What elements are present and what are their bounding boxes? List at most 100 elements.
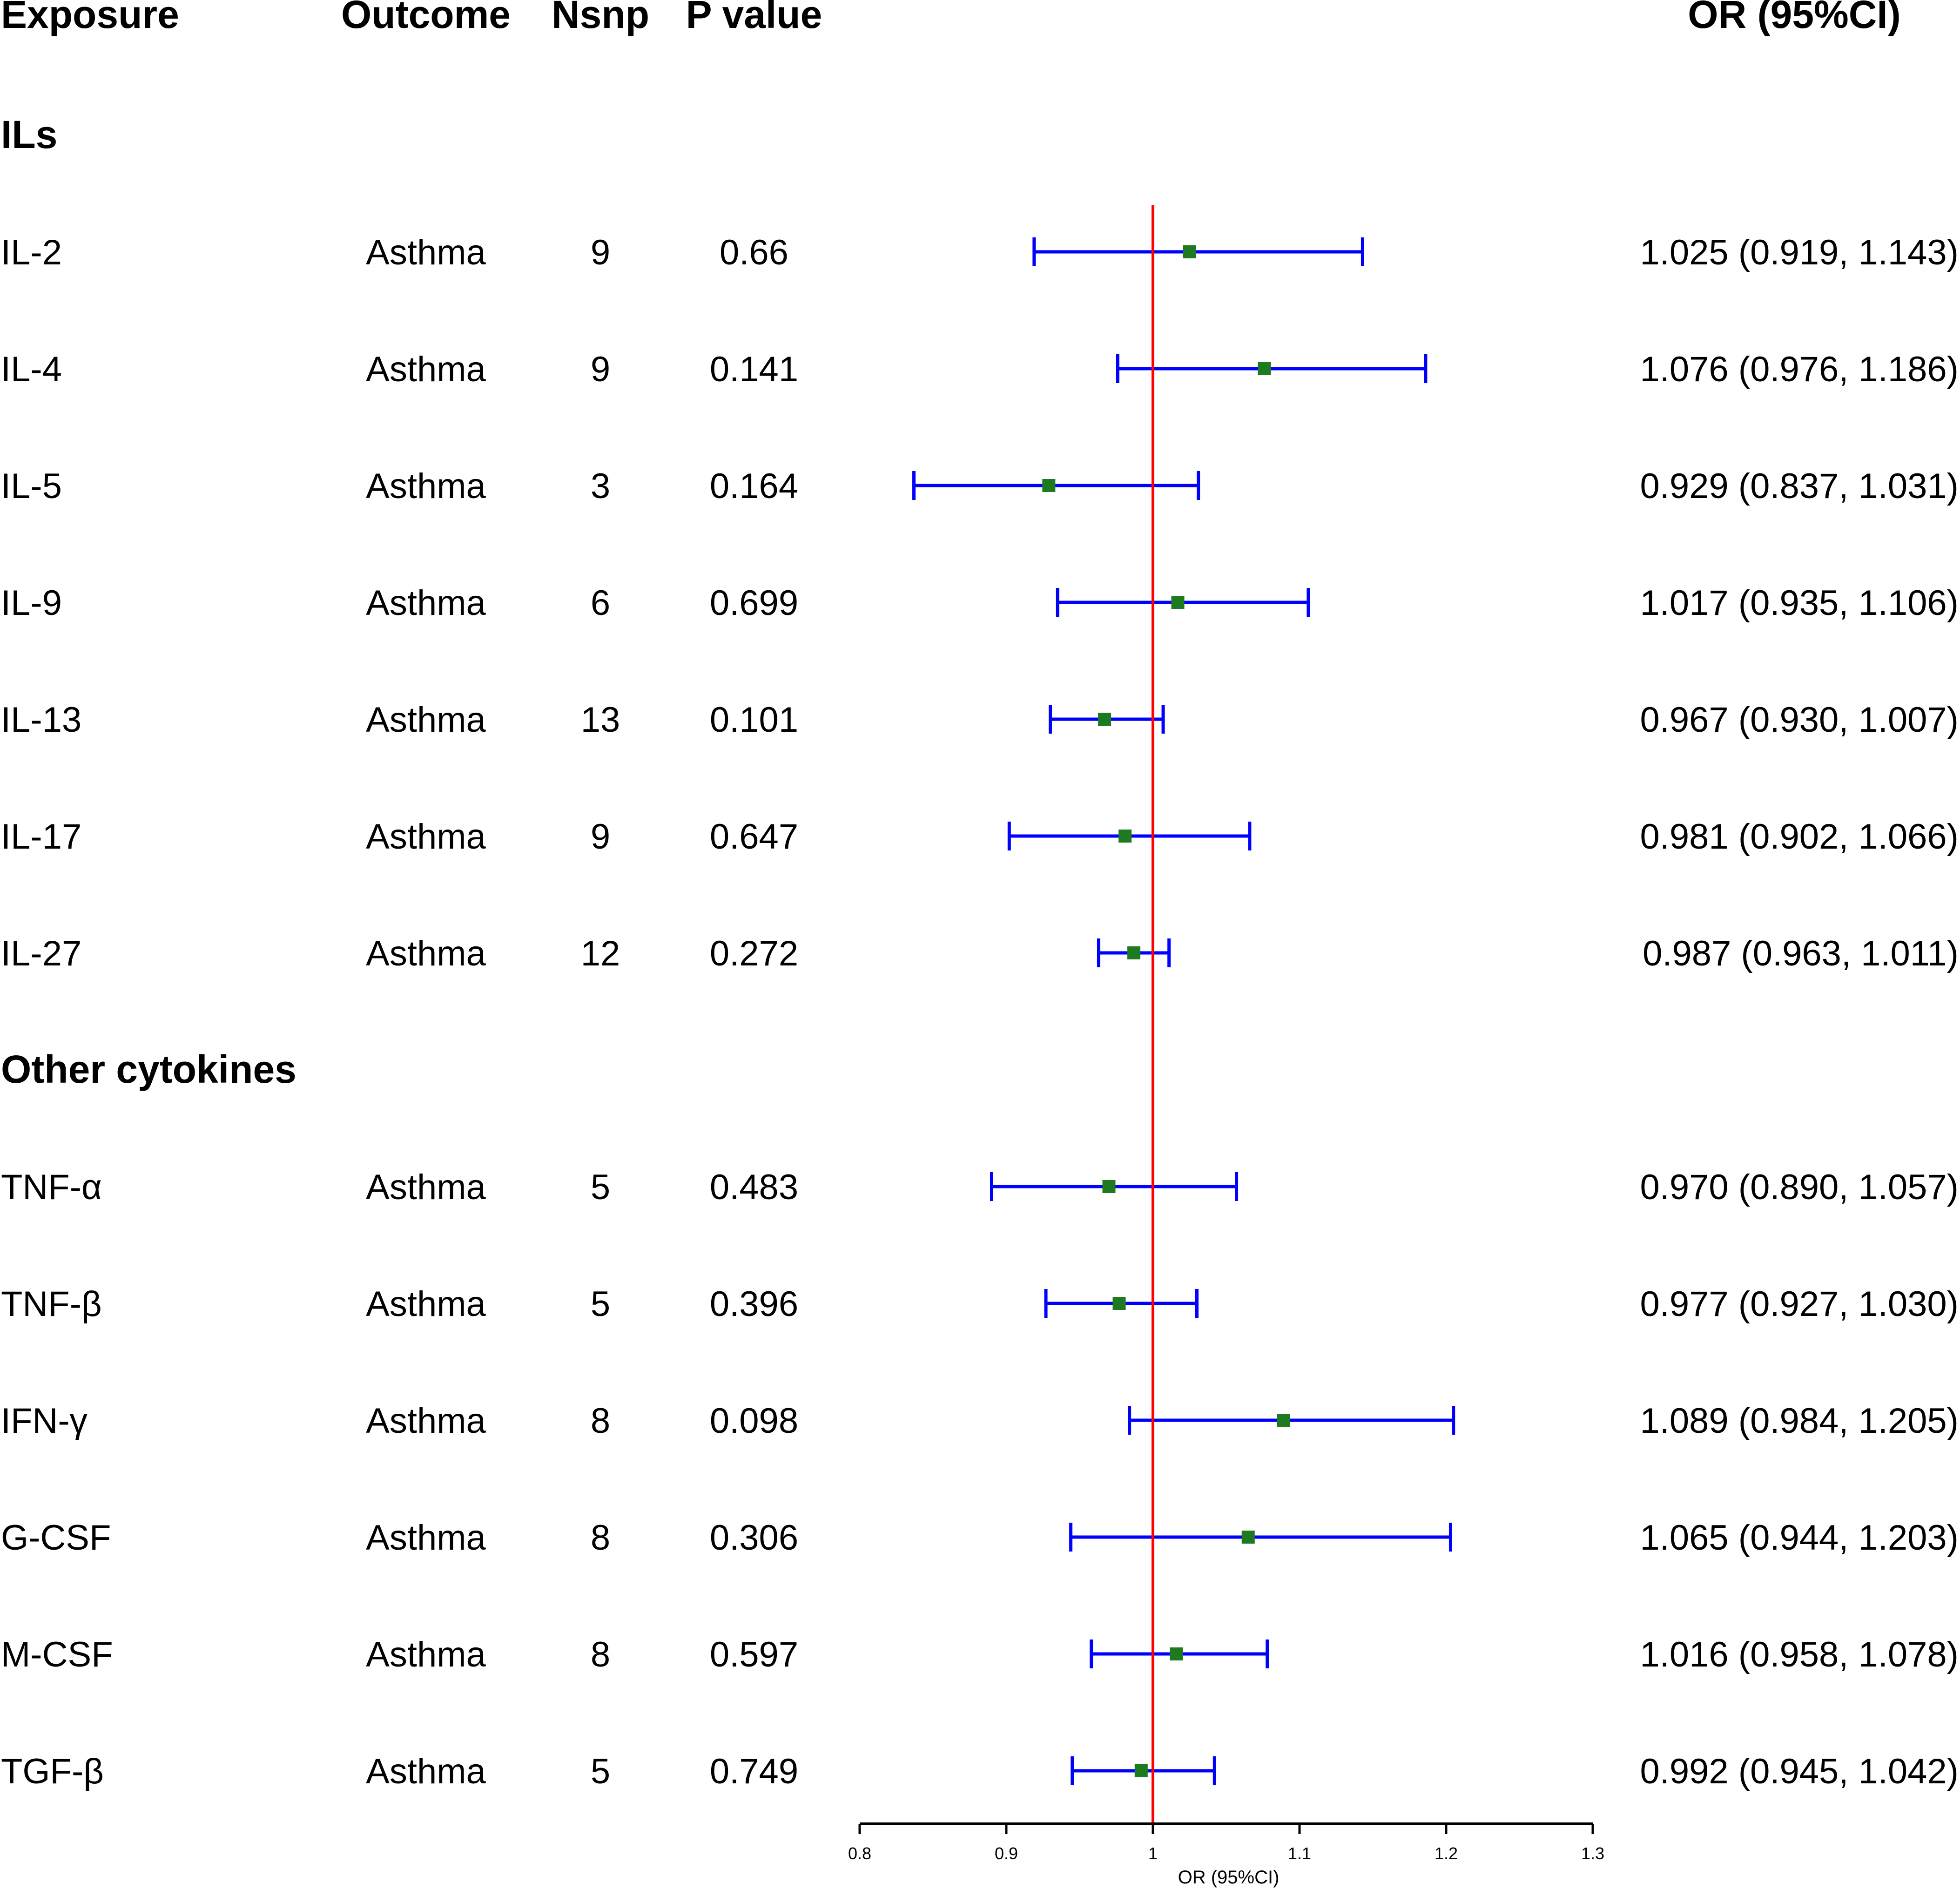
nsnp-value: 8 <box>591 1518 610 1558</box>
outcome-label: Asthma <box>366 817 486 857</box>
exposure-label: TNF-α <box>1 1167 102 1207</box>
or-point <box>1183 245 1196 258</box>
or-point <box>1241 1531 1255 1544</box>
p-value: 0.66 <box>720 233 788 272</box>
or-ci-label: 0.977 (0.927, 1.030) <box>1640 1284 1959 1324</box>
header-or-ci: OR (95%CI) <box>1688 0 1900 36</box>
header-pvalue: P value <box>686 0 822 36</box>
or-point <box>1277 1414 1290 1427</box>
or-point <box>1258 362 1271 375</box>
or-ci-label: 0.929 (0.837, 1.031) <box>1640 466 1959 506</box>
exposure-label: G-CSF <box>1 1518 111 1558</box>
exposure-label: TNF-β <box>1 1284 102 1324</box>
p-value: 0.749 <box>710 1752 798 1791</box>
exposure-label: IFN-γ <box>1 1401 88 1441</box>
p-value: 0.164 <box>710 466 798 506</box>
outcome-label: Asthma <box>366 1401 486 1441</box>
or-point <box>1118 830 1132 843</box>
header-outcome: Outcome <box>341 0 511 36</box>
outcome-label: Asthma <box>366 466 486 506</box>
exposure-label: IL-9 <box>1 583 62 623</box>
or-point <box>1098 713 1111 726</box>
or-ci-label: 1.065 (0.944, 1.203) <box>1640 1518 1959 1558</box>
exposure-label: IL-4 <box>1 350 62 389</box>
header-nsnp: Nsnp <box>552 0 649 36</box>
exposure-label: IL-27 <box>1 934 81 973</box>
x-tick-label: 1.3 <box>1581 1844 1604 1863</box>
p-value: 0.647 <box>710 817 798 857</box>
nsnp-value: 6 <box>591 583 610 623</box>
or-ci-label: 0.970 (0.890, 1.057) <box>1640 1167 1959 1207</box>
outcome-label: Asthma <box>366 233 486 272</box>
forest-row: IL-5 Asthma 3 0.164 0.929 (0.837, 1.031) <box>1 466 1959 506</box>
or-ci-label: 0.967 (0.930, 1.007) <box>1640 700 1959 740</box>
forest-row: IL-9 Asthma 6 0.699 1.017 (0.935, 1.106) <box>1 583 1959 623</box>
forest-row: IL-2 Asthma 9 0.66 1.025 (0.919, 1.143) <box>1 233 1959 272</box>
p-value: 0.483 <box>710 1167 798 1207</box>
forest-row: IL-17 Asthma 9 0.647 0.981 (0.902, 1.066) <box>1 817 1959 857</box>
nsnp-value: 5 <box>591 1752 610 1791</box>
or-point <box>1134 1764 1148 1777</box>
or-point <box>1102 1180 1116 1193</box>
group-title: ILs <box>1 113 57 156</box>
nsnp-value: 9 <box>591 817 610 857</box>
forest-row: IL-4 Asthma 9 0.141 1.076 (0.976, 1.186) <box>1 350 1959 389</box>
or-ci-label: 0.987 (0.963, 1.011) <box>1643 934 1959 973</box>
header-row: Exposure Outcome Nsnp P value OR (95%CI) <box>1 0 1901 36</box>
forest-row: TNF-β Asthma 5 0.396 0.977 (0.927, 1.030) <box>1 1284 1959 1324</box>
p-value: 0.306 <box>710 1518 798 1558</box>
p-value: 0.141 <box>710 350 798 389</box>
exposure-label: IL-2 <box>1 233 62 272</box>
forest-row: IL-13 Asthma 13 0.101 0.967 (0.930, 1.007) <box>1 700 1959 740</box>
nsnp-value: 3 <box>591 466 610 506</box>
outcome-label: Asthma <box>366 1635 486 1674</box>
exposure-label: IL-17 <box>1 817 81 857</box>
group-title: Other cytokines <box>1 1047 296 1091</box>
outcome-label: Asthma <box>366 1284 486 1324</box>
p-value: 0.098 <box>710 1401 798 1441</box>
or-ci-label: 1.016 (0.958, 1.078) <box>1640 1635 1959 1674</box>
forest-row: M-CSF Asthma 8 0.597 1.016 (0.958, 1.078) <box>1 1635 1959 1674</box>
p-value: 0.101 <box>710 700 798 740</box>
p-value: 0.597 <box>710 1635 798 1674</box>
outcome-label: Asthma <box>366 700 486 740</box>
nsnp-value: 12 <box>581 934 620 973</box>
nsnp-value: 9 <box>591 350 610 389</box>
or-ci-label: 1.025 (0.919, 1.143) <box>1640 233 1959 272</box>
nsnp-value: 5 <box>591 1167 610 1207</box>
p-value: 0.699 <box>710 583 798 623</box>
nsnp-value: 9 <box>591 233 610 272</box>
outcome-label: Asthma <box>366 350 486 389</box>
outcome-label: Asthma <box>366 934 486 973</box>
exposure-label: M-CSF <box>1 1635 113 1674</box>
outcome-label: Asthma <box>366 1752 486 1791</box>
or-ci-label: 0.992 (0.945, 1.042) <box>1640 1752 1959 1791</box>
x-tick-label: 1 <box>1148 1844 1158 1863</box>
outcome-label: Asthma <box>366 1518 486 1558</box>
header-exposure: Exposure <box>1 0 179 36</box>
or-ci-label: 0.981 (0.902, 1.066) <box>1640 817 1959 857</box>
or-ci-label: 1.089 (0.984, 1.205) <box>1640 1401 1959 1441</box>
nsnp-value: 13 <box>581 700 620 740</box>
exposure-label: IL-5 <box>1 466 62 506</box>
nsnp-value: 5 <box>591 1284 610 1324</box>
forest-row: G-CSF Asthma 8 0.306 1.065 (0.944, 1.203) <box>1 1518 1959 1558</box>
or-point <box>1042 479 1056 492</box>
or-point <box>1112 1297 1126 1310</box>
x-axis: 0.8 0.9 1 1.1 1.2 1.3 OR (95%CI) <box>848 1822 1604 1888</box>
nsnp-value: 8 <box>591 1635 610 1674</box>
x-tick-label: 1.2 <box>1435 1844 1458 1863</box>
or-point <box>1127 946 1141 959</box>
x-tick-label: 0.8 <box>848 1844 871 1863</box>
or-point <box>1170 1647 1183 1660</box>
outcome-label: Asthma <box>366 583 486 623</box>
x-tick-label: 0.9 <box>995 1844 1018 1863</box>
or-point <box>1171 596 1185 609</box>
forest-row: IFN-γ Asthma 8 0.098 1.089 (0.984, 1.205) <box>1 1401 1959 1441</box>
exposure-label: IL-13 <box>1 700 81 740</box>
marks-layer <box>912 205 1455 1824</box>
nsnp-value: 8 <box>591 1401 610 1441</box>
forest-row: TNF-α Asthma 5 0.483 0.970 (0.890, 1.057) <box>1 1167 1959 1207</box>
forest-row: IL-27 Asthma 12 0.272 0.987 (0.963, 1.011) <box>1 934 1959 973</box>
